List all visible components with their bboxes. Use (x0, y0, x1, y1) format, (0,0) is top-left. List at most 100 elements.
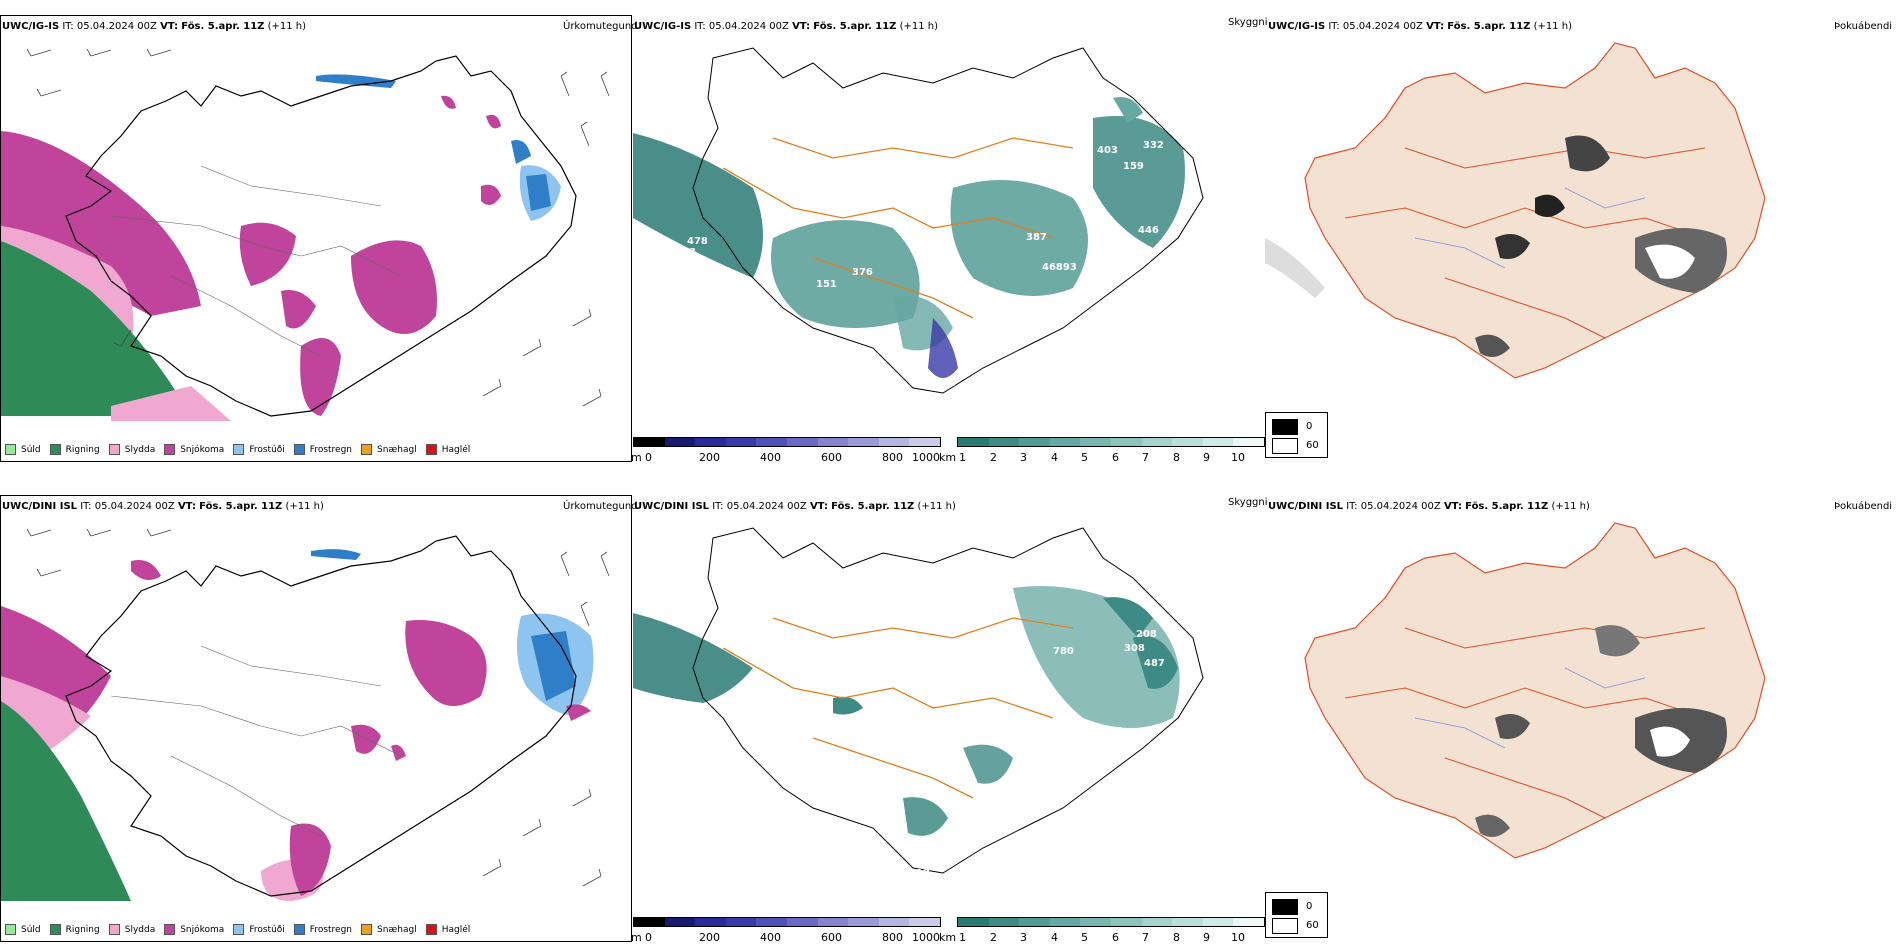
legend-swatch (361, 444, 373, 455)
cbar-tick: 1000 (912, 931, 940, 944)
cbar-cell (1049, 438, 1081, 446)
cbar-tick: 4 (1051, 451, 1058, 464)
cbar-tick: 1 (959, 931, 966, 944)
elev-label: 802 (901, 353, 922, 364)
cbar-tick: 2 (990, 451, 997, 464)
elev-label: 46893 (1042, 262, 1077, 273)
legend-item: Rigning (49, 444, 100, 455)
cbar-cell (988, 918, 1020, 926)
cbar-cell (1110, 918, 1142, 926)
legend-swatch (233, 924, 245, 935)
elev-label: 159 (1123, 161, 1144, 172)
cbar-cell (1019, 438, 1050, 446)
elev-label: 151 (816, 279, 837, 290)
visibility-map-row1: 478 248 376 151 387 46893 403 159 332 44… (633, 47, 1204, 394)
panel-header-row2-p3: UWC/DINI ISL IT: 05.04.2024 00Z VT: Fös.… (1268, 501, 1590, 512)
cbar-tick: 8 (1173, 931, 1180, 944)
cbar-tick: 10 (1231, 931, 1245, 944)
elev-label: 403 (1097, 145, 1118, 156)
panel-header-row1-p2: UWC/IG-IS IT: 05.04.2024 00Z VT: Fös. 5.… (634, 21, 939, 32)
legend-swatch (233, 444, 245, 455)
panel-title-visibility-row2: Skyggni (1228, 497, 1268, 508)
cbar-cell (1049, 918, 1081, 926)
legend-swatch (5, 444, 16, 455)
cbar-tick: 6 (1112, 931, 1119, 944)
legend-item: Súld (5, 444, 41, 455)
elev-label: 208 (1136, 629, 1157, 640)
legend-item: Frostúði (233, 444, 285, 455)
elev-label: 376 (852, 267, 873, 278)
cbar-tick: 0 (645, 451, 652, 464)
cbar-cell (1141, 918, 1173, 926)
legend-item: Snæhagl (361, 924, 417, 935)
legend-swatch (108, 924, 120, 935)
cbar-tick: 200 (699, 931, 720, 944)
cbar-cell (878, 438, 910, 446)
cbar-tick: 400 (760, 451, 781, 464)
cbar-tick: 400 (760, 931, 781, 944)
legend-swatch (108, 444, 120, 455)
fog-key-row2: 0 60 (1265, 892, 1328, 938)
fog-key-label: 60 (1306, 920, 1319, 931)
legend-swatch (425, 924, 437, 935)
precip-map-row1 (1, 48, 610, 421)
cbar-cell (725, 918, 757, 926)
cbar-cell (1019, 918, 1050, 926)
legend-item: Frostregn (293, 924, 352, 935)
elev-label: 244 (675, 721, 696, 732)
cbar-cell (817, 918, 849, 926)
legend-item: Slydda (108, 924, 155, 935)
legend-swatch (164, 444, 176, 455)
elevation-colorbar-row2: m 0 200 400 600 800 1000 (631, 917, 941, 947)
cbar-cell (695, 438, 726, 446)
cbar-tick: 5 (1081, 451, 1088, 464)
panel-title-fog-row1: Þokuábendi (1834, 21, 1893, 32)
elev-label: 308 (1124, 643, 1145, 654)
visibility-colorbar-swatches (957, 917, 1265, 927)
fog-key-swatch (1272, 918, 1298, 934)
elevation-colorbar-row1: m 0 200 400 600 800 1000 (631, 437, 941, 467)
panel-title-visibility-row1: Skyggni (1228, 17, 1268, 28)
panel-title-precip-row1: Úrkomutegund (563, 21, 638, 32)
precip-type-panel-row1: Súld Rigning Slydda Snjókoma Frostúði Fr… (0, 15, 632, 462)
cbar-tick: 5 (1081, 931, 1088, 944)
cbar-cell (756, 438, 787, 446)
cbar-tick: 4 (1051, 931, 1058, 944)
legend-item: Súld (5, 924, 41, 935)
panel-header-row2-p1: UWC/DINI ISL IT: 05.04.2024 00Z VT: Fös.… (2, 501, 324, 512)
elev-label: 377 (937, 378, 958, 389)
fog-map-row2 (1304, 522, 1766, 859)
cbar-tick: 3 (1020, 931, 1027, 944)
legend-item: Frostregn (293, 444, 352, 455)
elevation-colorbar-swatches (633, 437, 941, 447)
cbar-tick: 2 (990, 931, 997, 944)
cbar-cell (958, 918, 989, 926)
cbar-tick: 200 (699, 451, 720, 464)
elev-label: 135 (1123, 255, 1144, 266)
cbar-unit: m (631, 931, 642, 944)
cbar-tick: 6 (1112, 451, 1119, 464)
elev-label: 194 (1060, 328, 1081, 339)
legend-item: Snæhagl (361, 444, 417, 455)
visibility-colorbar-row2: km 1 2 3 4 5 6 7 8 9 10 (939, 917, 1265, 947)
precip-type-panel-row2: Súld Rigning Slydda Snjókoma Frostúði Fr… (0, 495, 632, 942)
cbar-cell (1202, 438, 1234, 446)
cbar-cell (848, 438, 879, 446)
fog-key-swatch (1272, 438, 1298, 454)
cbar-cell (664, 918, 696, 926)
cbar-cell (1110, 438, 1142, 446)
fog-key-label: 60 (1306, 440, 1319, 451)
cbar-cell (1172, 918, 1203, 926)
visibility-map-row2: 832 244 780 208 308 487 856 260 501 318 (633, 527, 1204, 879)
cbar-cell (634, 438, 665, 446)
panel-title-precip-row2: Úrkomutegund (563, 501, 638, 512)
fog-map-row1 (1265, 42, 1766, 379)
cbar-cell (909, 438, 940, 446)
fog-key-swatch (1272, 419, 1298, 435)
cbar-tick: 8 (1173, 451, 1180, 464)
visibility-colorbar-swatches (957, 437, 1265, 447)
elev-label: 387 (1026, 232, 1047, 243)
cbar-cell (1080, 918, 1111, 926)
elev-label: 332 (1143, 140, 1164, 151)
cbar-cell (1233, 438, 1264, 446)
